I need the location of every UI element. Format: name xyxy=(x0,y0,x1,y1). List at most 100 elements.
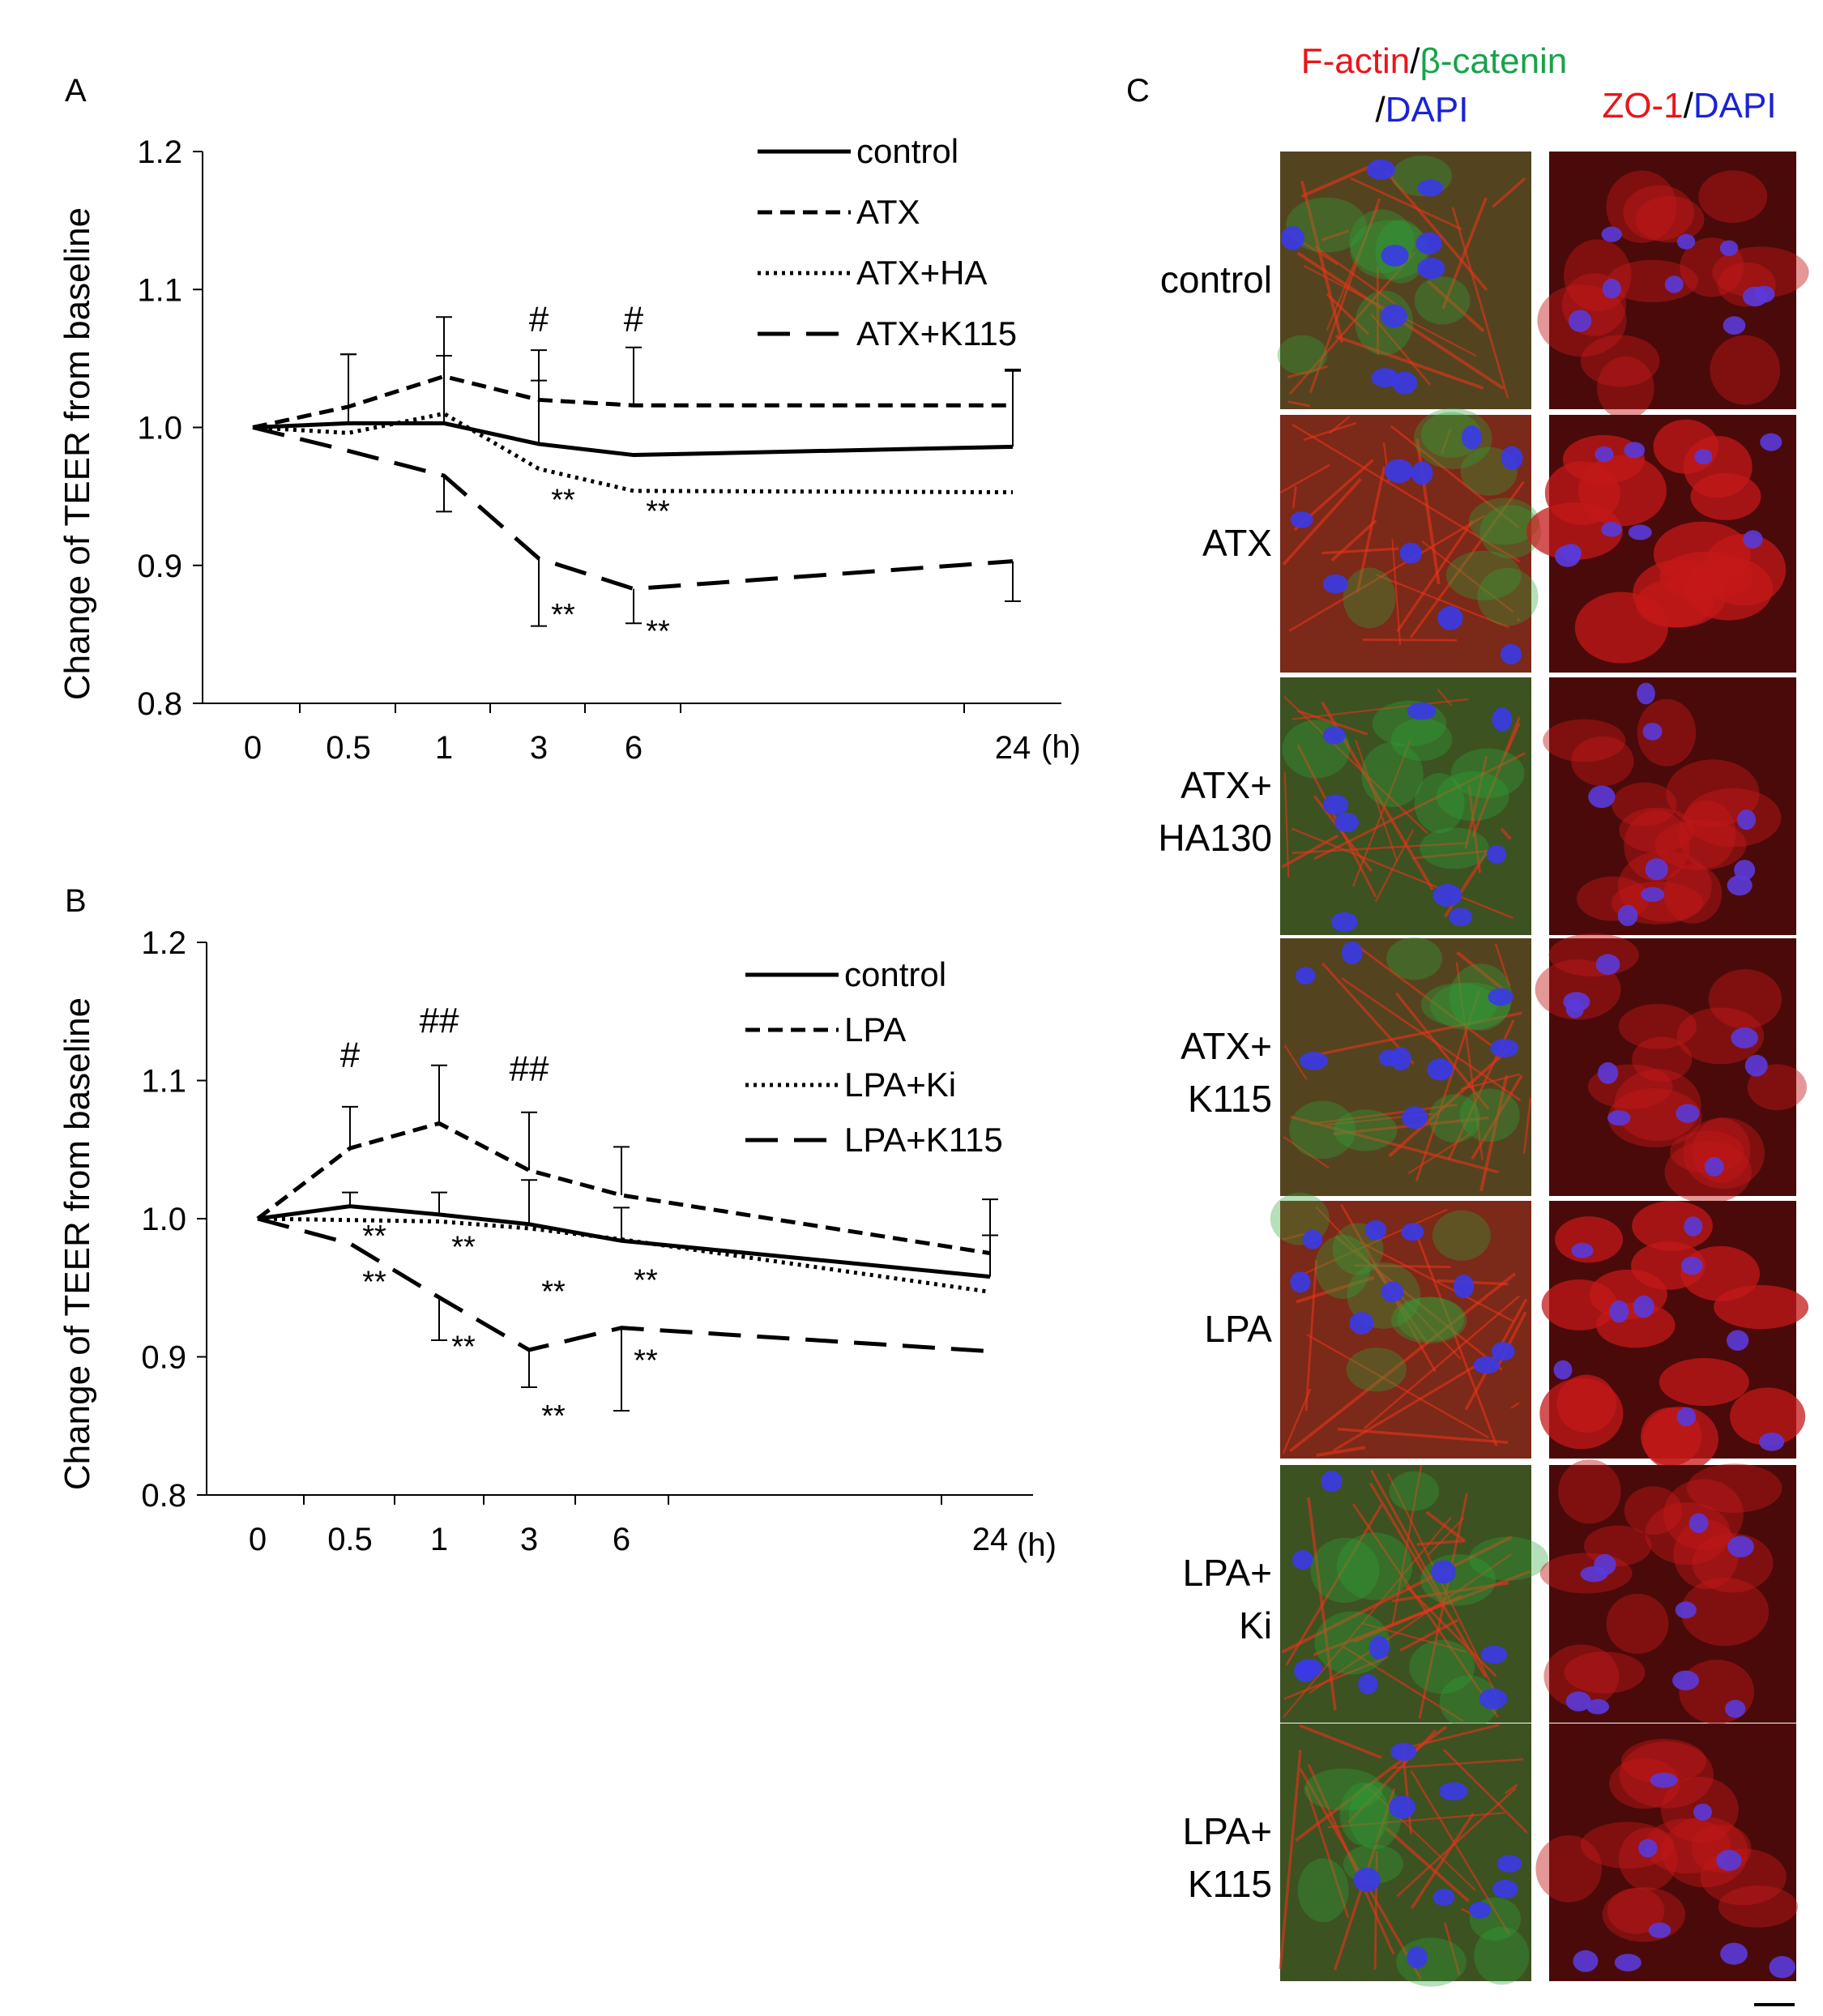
legend-label: control xyxy=(856,132,958,170)
row-label: LPA+ xyxy=(1183,1810,1272,1852)
panel-c-col2-header: ZO-1/DAPI xyxy=(1602,86,1776,126)
x-tick-label: 1 xyxy=(430,1522,448,1557)
y-tick-label: 1.2 xyxy=(137,135,182,170)
row-label: ATX xyxy=(1202,522,1272,564)
series-line-control xyxy=(257,1204,991,1279)
panel-c-col1-header-line1: F-actin/β-catenin xyxy=(1301,41,1568,81)
micrograph-f-actin-beta-catenin-2 xyxy=(1279,408,1542,673)
significance-mark: ** xyxy=(451,1231,476,1265)
y-tick-label: 0.8 xyxy=(141,1478,186,1514)
header-sep: / xyxy=(1684,86,1694,126)
significance-mark: # xyxy=(529,299,549,339)
legend-label: ATX+K115 xyxy=(856,314,1017,352)
y-tick-label: 0.9 xyxy=(137,549,182,584)
significance-mark: ** xyxy=(362,1265,386,1299)
x-tick-label: 6 xyxy=(613,1522,630,1557)
row-label: K115 xyxy=(1188,1078,1272,1120)
significance-mark: ** xyxy=(646,494,670,528)
x-tick-label: 0 xyxy=(249,1522,267,1557)
chart-a-ylabel: Change of TEER from baseline xyxy=(58,207,97,700)
y-tick-label: 1.2 xyxy=(141,925,186,961)
significance-mark: ** xyxy=(451,1330,476,1365)
row-label: ATX+ xyxy=(1180,764,1272,806)
series-line-lpa xyxy=(256,1121,991,1256)
series-line-lpa-k115 xyxy=(257,1216,991,1354)
series-line-atx-k115 xyxy=(252,425,1014,592)
y-tick-label: 1.1 xyxy=(141,1064,186,1100)
significance-mark: ** xyxy=(551,484,575,518)
legend-label: LPA xyxy=(844,1010,906,1049)
header-dapi: DAPI xyxy=(1693,86,1777,126)
legend-label: control xyxy=(844,955,946,993)
legend-label: ATX+HA xyxy=(856,254,987,292)
x-tick-label: 3 xyxy=(530,730,548,766)
chart-a: Change of TEER from baseline (h) 0.8 0.9 1… xyxy=(58,132,1081,766)
micrograph-zo1-5 xyxy=(1539,1200,1809,1472)
chart-b: Change of TEER from baseline (h) 0.8 0.9 1… xyxy=(58,925,1057,1563)
row-label: control xyxy=(1160,258,1272,301)
micrograph-f-actin-beta-catenin-6 xyxy=(1280,1464,1548,1728)
x-tick-label: 0.5 xyxy=(326,730,371,766)
series-line-atx xyxy=(252,374,1013,429)
header-dapi: DAPI xyxy=(1385,90,1469,130)
header-sep: / xyxy=(1376,90,1386,130)
x-tick-label: 1 xyxy=(435,730,453,766)
y-tick-label: 0.9 xyxy=(141,1340,186,1376)
y-tick-label: 1.0 xyxy=(137,411,182,446)
x-tick-label: 0.5 xyxy=(327,1522,373,1557)
y-tick-label: 1.0 xyxy=(141,1202,186,1237)
micrograph-f-actin-beta-catenin-4 xyxy=(1280,937,1532,1196)
micrograph-row-labels: control ATX ATX+ HA130 ATX+ K115 LPA LPA+ Ki LPA+… xyxy=(1158,258,1272,1905)
significance-mark: ** xyxy=(362,1219,386,1254)
micrograph-grid xyxy=(1270,152,1809,1987)
significance-mark: ## xyxy=(420,1001,459,1040)
header-sep: / xyxy=(1410,41,1420,81)
x-tick-label: 3 xyxy=(520,1522,538,1557)
series-line-control xyxy=(252,421,1014,458)
significance-mark: ## xyxy=(510,1049,549,1089)
significance-mark: ** xyxy=(646,614,670,648)
micrograph-zo1-1 xyxy=(1537,152,1809,420)
micrograph-zo1-7 xyxy=(1535,1723,1798,1981)
x-tick-label: 0 xyxy=(244,730,262,766)
x-tick-label: 24 xyxy=(972,1522,1009,1557)
y-tick-label: 1.1 xyxy=(137,272,182,308)
significance-mark: # xyxy=(340,1035,361,1074)
micrograph-f-actin-beta-catenin-5 xyxy=(1270,1192,1531,1459)
legend-label: LPA+Ki xyxy=(844,1066,956,1104)
chart-b-x-unit: (h) xyxy=(1017,1527,1057,1563)
header-zo1: ZO-1 xyxy=(1602,86,1683,126)
header-f-actin: F-actin xyxy=(1301,41,1410,81)
panel-label-b: B xyxy=(65,883,87,919)
legend-label: ATX xyxy=(856,193,920,231)
x-tick-label: 24 xyxy=(995,730,1031,766)
row-label: LPA xyxy=(1204,1308,1272,1350)
y-tick-label: 0.8 xyxy=(137,686,182,722)
significance-mark: # xyxy=(624,299,644,339)
micrograph-zo1-4 xyxy=(1535,933,1807,1204)
row-label: ATX+ xyxy=(1180,1025,1272,1067)
panel-c-col1-header-line2: /DAPI xyxy=(1376,90,1469,130)
micrograph-zo1-2 xyxy=(1526,415,1796,673)
row-label: K115 xyxy=(1188,1863,1272,1905)
significance-mark: ** xyxy=(634,1264,658,1298)
chart-a-x-unit: (h) xyxy=(1041,729,1081,765)
legend-label: LPA+K115 xyxy=(844,1121,1003,1159)
row-label: HA130 xyxy=(1158,817,1272,859)
micrograph-zo1-3 xyxy=(1543,677,1796,935)
significance-mark: ** xyxy=(634,1344,658,1378)
header-beta-catenin: β-catenin xyxy=(1420,41,1567,81)
micrograph-f-actin-beta-catenin-7 xyxy=(1279,1723,1531,1987)
micrograph-f-actin-beta-catenin-3 xyxy=(1280,677,1531,935)
significance-mark: ** xyxy=(541,1399,566,1433)
chart-b-ylabel: Change of TEER from baseline xyxy=(58,997,97,1490)
panel-label-a: A xyxy=(65,73,87,109)
micrograph-f-actin-beta-catenin-1 xyxy=(1277,152,1531,409)
significance-mark: ** xyxy=(551,598,575,632)
micrograph-zo1-6 xyxy=(1539,1459,1796,1724)
series-line-atx-ha xyxy=(252,411,1014,495)
row-label: Ki xyxy=(1239,1604,1272,1647)
row-label: LPA+ xyxy=(1183,1552,1272,1594)
x-tick-label: 6 xyxy=(625,730,643,766)
